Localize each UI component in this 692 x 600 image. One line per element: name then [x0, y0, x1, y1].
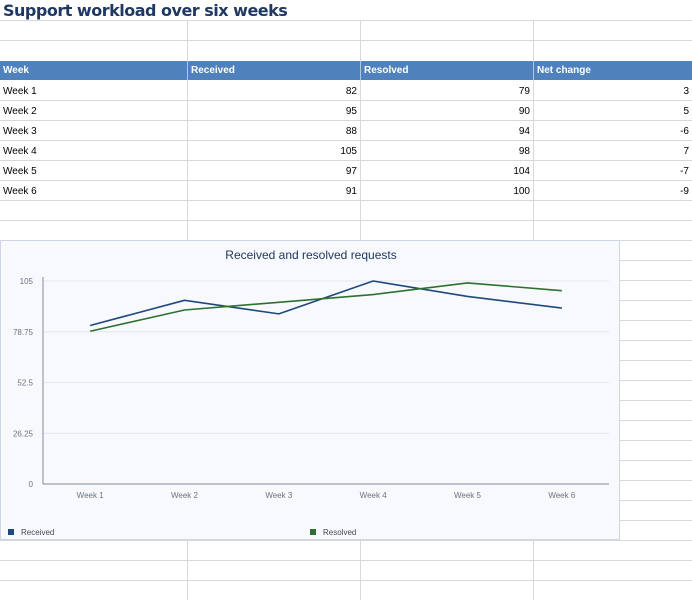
- cell-resolved[interactable]: 79: [518, 86, 530, 97]
- chart-title: Received and resolved requests: [225, 248, 396, 262]
- row-gridline: [0, 560, 692, 561]
- header-divider: [187, 61, 188, 80]
- cell-week[interactable]: Week 6: [3, 186, 37, 197]
- legend-swatch-received: [8, 529, 14, 535]
- y-tick-label: 0: [29, 480, 34, 489]
- sheet-title: Support workload over six weeks: [3, 1, 288, 20]
- chart-canvas: Received and resolved requests 0 26.25 52.5…: [8, 248, 609, 537]
- legend-swatch-resolved: [310, 529, 316, 535]
- y-tick-label: 26.25: [13, 429, 34, 438]
- cell-resolved[interactable]: 100: [513, 186, 530, 197]
- y-tick-label: 52.5: [17, 379, 33, 388]
- column-gridline: [360, 20, 361, 240]
- header-week[interactable]: Week: [3, 65, 29, 76]
- header-divider: [360, 61, 361, 80]
- column-gridline: [533, 20, 534, 240]
- cell-net-change[interactable]: 7: [683, 146, 689, 157]
- column-gridline: [187, 20, 188, 240]
- cell-week[interactable]: Week 3: [3, 126, 37, 137]
- cell-resolved[interactable]: 90: [518, 106, 530, 117]
- column-gridline: [187, 540, 188, 600]
- x-tick-label: Week 3: [265, 491, 293, 500]
- series-line-received: [89, 280, 562, 327]
- cell-received[interactable]: 97: [345, 166, 357, 177]
- cell-week[interactable]: Week 4: [3, 146, 37, 157]
- x-tick-label: Week 6: [548, 491, 576, 500]
- cell-received[interactable]: 95: [345, 106, 357, 117]
- y-tick-label: 78.75: [13, 328, 34, 337]
- row-gridline: [0, 220, 692, 221]
- x-tick-label: Week 5: [454, 491, 482, 500]
- cell-net-change[interactable]: 5: [683, 106, 689, 117]
- cell-net-change[interactable]: -9: [680, 186, 689, 197]
- column-gridline: [360, 540, 361, 600]
- cell-received[interactable]: 82: [345, 86, 357, 97]
- cell-received[interactable]: 88: [345, 126, 357, 137]
- cell-week[interactable]: Week 2: [3, 106, 37, 117]
- cell-net-change[interactable]: 3: [683, 86, 689, 97]
- row-gridline: [0, 540, 692, 541]
- x-tick-label: Week 1: [77, 491, 105, 500]
- cell-week[interactable]: Week 5: [3, 166, 37, 177]
- row-gridline: [0, 40, 692, 41]
- line-chart[interactable]: Received and resolved requests 0 26.25 52.5…: [0, 240, 620, 540]
- header-divider: [533, 61, 534, 80]
- header-net-change[interactable]: Net change: [537, 65, 591, 76]
- row-gridline: [0, 100, 692, 101]
- title-cell[interactable]: Support workload over six weeks: [0, 0, 692, 20]
- x-tick-label: Week 4: [360, 491, 388, 500]
- row-gridline: [0, 180, 692, 181]
- cell-resolved[interactable]: 104: [513, 166, 530, 177]
- cell-received[interactable]: 91: [345, 186, 357, 197]
- x-tick-label: Week 2: [171, 491, 199, 500]
- legend-label-resolved: Resolved: [323, 528, 356, 537]
- header-resolved[interactable]: Resolved: [364, 65, 409, 76]
- row-gridline: [0, 200, 692, 201]
- cell-received[interactable]: 105: [340, 146, 357, 157]
- row-gridline: [0, 140, 692, 141]
- cell-net-change[interactable]: -7: [680, 166, 689, 177]
- row-gridline: [0, 580, 692, 581]
- header-received[interactable]: Received: [191, 65, 235, 76]
- row-gridline: [0, 160, 692, 161]
- table-header-row: Week Received Resolved Net change: [0, 61, 692, 80]
- row-gridline: [0, 120, 692, 121]
- legend-label-received: Received: [21, 528, 54, 537]
- cell-resolved[interactable]: 98: [518, 146, 530, 157]
- series-line-resolved: [89, 282, 562, 333]
- cell-week[interactable]: Week 1: [3, 86, 37, 97]
- cell-net-change[interactable]: -6: [680, 126, 689, 137]
- column-gridline: [533, 540, 534, 600]
- row-gridline: [0, 20, 692, 21]
- cell-resolved[interactable]: 94: [518, 126, 530, 137]
- y-tick-label: 105: [20, 277, 34, 286]
